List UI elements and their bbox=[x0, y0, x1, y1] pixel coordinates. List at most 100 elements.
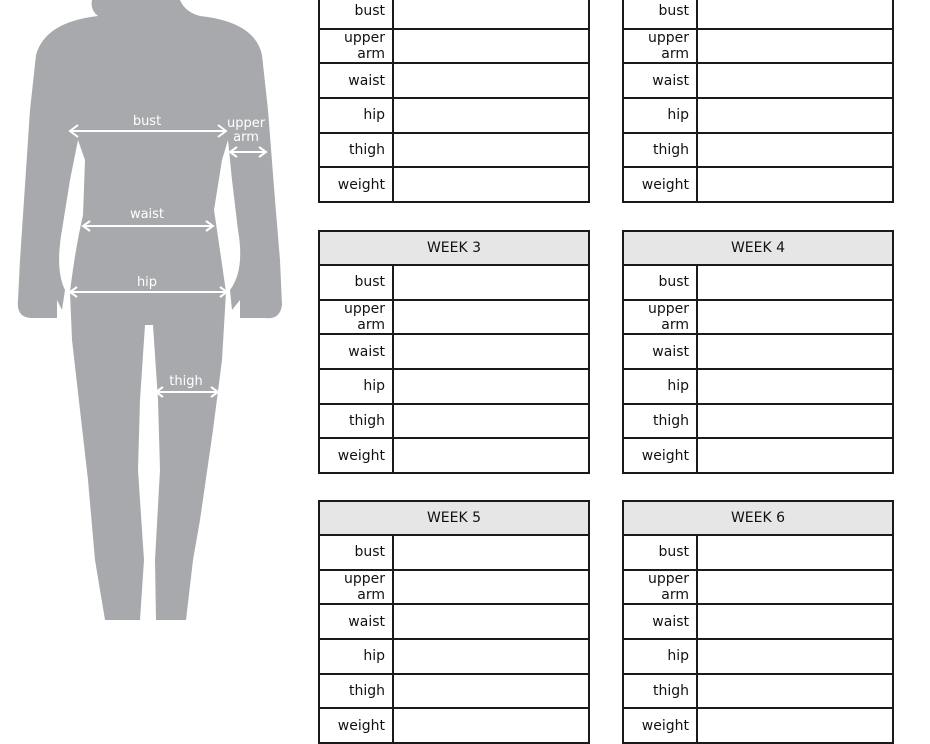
row-label: upper arm bbox=[318, 27, 394, 65]
row-label: weight bbox=[622, 166, 698, 204]
table-row: weight bbox=[318, 707, 590, 744]
measurement-entry-field[interactable] bbox=[696, 603, 894, 641]
row-label: upper arm bbox=[318, 568, 394, 606]
measurement-entry-field[interactable] bbox=[696, 534, 894, 571]
row-label: weight bbox=[318, 437, 394, 475]
table-row: hip bbox=[622, 368, 894, 405]
body-silhouette bbox=[17, 0, 283, 620]
table-row: thigh bbox=[318, 131, 590, 169]
week-3-table: WEEK 3 bust upper arm waist hip thigh weight bbox=[318, 230, 590, 475]
table-row: waist bbox=[318, 603, 590, 641]
measurement-entry-field[interactable] bbox=[696, 672, 894, 710]
bust-label: bust bbox=[133, 114, 161, 129]
row-label: waist bbox=[318, 333, 394, 371]
row-label: bust bbox=[318, 534, 394, 571]
row-label: upper arm bbox=[622, 27, 698, 65]
thigh-label: thigh bbox=[169, 374, 202, 389]
measurement-entry-field[interactable] bbox=[696, 166, 894, 204]
measurement-entry-field[interactable] bbox=[696, 62, 894, 100]
measurement-entry-field[interactable] bbox=[696, 97, 894, 134]
measurement-entry-field[interactable] bbox=[696, 0, 894, 30]
measurement-entry-field[interactable] bbox=[392, 437, 590, 475]
measurement-entry-field[interactable] bbox=[392, 27, 590, 65]
table-row: weight bbox=[622, 166, 894, 204]
row-label: thigh bbox=[622, 672, 698, 710]
table-row: bust bbox=[622, 264, 894, 301]
row-label: hip bbox=[318, 368, 394, 405]
measurement-entry-field[interactable] bbox=[392, 0, 590, 30]
row-label: weight bbox=[318, 707, 394, 744]
measurement-entry-field[interactable] bbox=[392, 298, 590, 336]
measurement-entry-field[interactable] bbox=[696, 568, 894, 606]
table-row: thigh bbox=[622, 402, 894, 440]
row-label: hip bbox=[622, 97, 698, 134]
measurement-entry-field[interactable] bbox=[696, 437, 894, 475]
table-row: upper arm bbox=[318, 27, 590, 65]
table-row: upper arm bbox=[622, 298, 894, 336]
row-label: waist bbox=[622, 603, 698, 641]
table-row: weight bbox=[622, 707, 894, 744]
measurement-entry-field[interactable] bbox=[696, 638, 894, 675]
measurement-entry-field[interactable] bbox=[392, 333, 590, 371]
table-row: hip bbox=[622, 638, 894, 675]
measurement-entry-field[interactable] bbox=[696, 707, 894, 744]
week-4-table: WEEK 4 bust upper arm waist hip thigh weight bbox=[622, 230, 894, 475]
measurement-entry-field[interactable] bbox=[696, 264, 894, 301]
measurement-entry-field[interactable] bbox=[696, 333, 894, 371]
measurement-entry-field[interactable] bbox=[392, 166, 590, 204]
week-title: WEEK 5 bbox=[318, 500, 590, 536]
measurement-entry-field[interactable] bbox=[392, 707, 590, 744]
row-label: waist bbox=[622, 333, 698, 371]
measurement-entry-field[interactable] bbox=[696, 402, 894, 440]
measurement-entry-field[interactable] bbox=[392, 402, 590, 440]
measurement-entry-field[interactable] bbox=[392, 672, 590, 710]
row-label: bust bbox=[622, 0, 698, 30]
week-6-table: WEEK 6 bust upper arm waist hip thigh weight bbox=[622, 500, 894, 744]
row-label: thigh bbox=[318, 131, 394, 169]
row-label: upper arm bbox=[622, 298, 698, 336]
measurement-entry-field[interactable] bbox=[392, 62, 590, 100]
table-row: waist bbox=[622, 603, 894, 641]
table-row: weight bbox=[318, 166, 590, 204]
table-row: hip bbox=[318, 368, 590, 405]
table-row: thigh bbox=[622, 672, 894, 710]
row-label: upper arm bbox=[318, 298, 394, 336]
measurement-entry-field[interactable] bbox=[392, 568, 590, 606]
measurement-entry-field[interactable] bbox=[696, 27, 894, 65]
row-label: weight bbox=[622, 707, 698, 744]
table-row: hip bbox=[318, 97, 590, 134]
table-row: bust bbox=[622, 0, 894, 30]
table-row: thigh bbox=[318, 672, 590, 710]
row-label: thigh bbox=[622, 131, 698, 169]
measurement-entry-field[interactable] bbox=[392, 368, 590, 405]
measurement-entry-field[interactable] bbox=[392, 603, 590, 641]
upper-arm-label-line2: arm bbox=[233, 130, 259, 145]
row-label: bust bbox=[318, 0, 394, 30]
measurement-entry-field[interactable] bbox=[392, 131, 590, 169]
table-row: waist bbox=[318, 333, 590, 371]
row-label: thigh bbox=[622, 402, 698, 440]
row-label: thigh bbox=[318, 672, 394, 710]
row-label: bust bbox=[318, 264, 394, 301]
table-row: waist bbox=[622, 62, 894, 100]
measurement-entry-field[interactable] bbox=[392, 264, 590, 301]
week-title: WEEK 3 bbox=[318, 230, 590, 266]
measurement-entry-field[interactable] bbox=[392, 534, 590, 571]
row-label: thigh bbox=[318, 402, 394, 440]
waist-label: waist bbox=[130, 207, 164, 222]
row-label: hip bbox=[622, 638, 698, 675]
measurement-entry-field[interactable] bbox=[392, 638, 590, 675]
table-row: hip bbox=[622, 97, 894, 134]
measurement-entry-field[interactable] bbox=[696, 131, 894, 169]
row-label: hip bbox=[318, 638, 394, 675]
measurement-entry-field[interactable] bbox=[392, 97, 590, 134]
row-label: hip bbox=[622, 368, 698, 405]
measurement-entry-field[interactable] bbox=[696, 298, 894, 336]
measurement-entry-field[interactable] bbox=[696, 368, 894, 405]
row-label: weight bbox=[318, 166, 394, 204]
body-measurement-figure: bust upper arm waist hip thigh bbox=[17, 0, 283, 620]
row-label: bust bbox=[622, 264, 698, 301]
row-label: upper arm bbox=[622, 568, 698, 606]
